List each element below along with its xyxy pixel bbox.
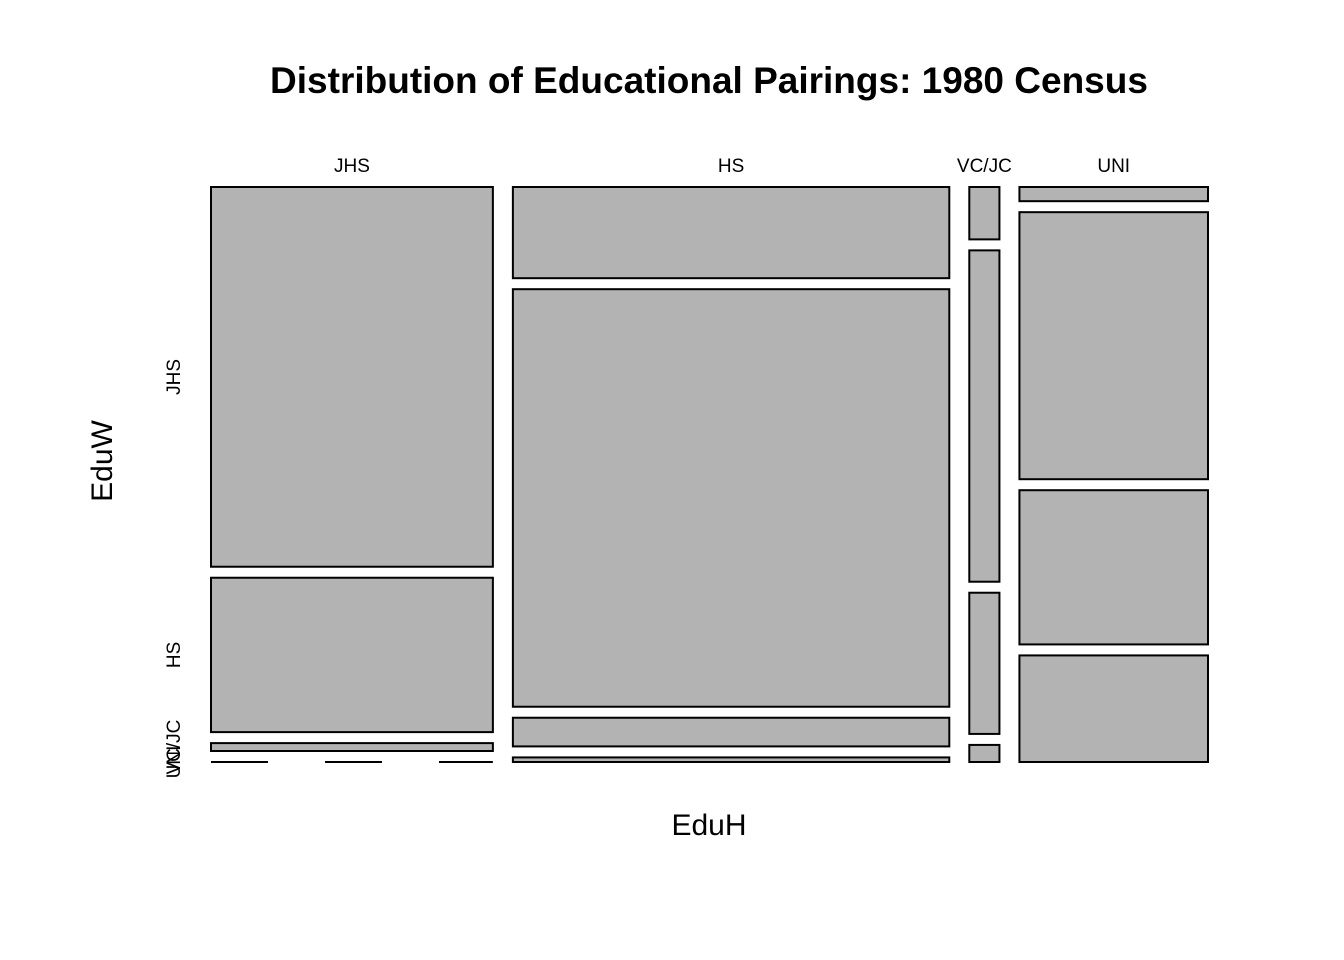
y-tick-jhs: JHS bbox=[164, 359, 185, 395]
tile-jhs-hs bbox=[210, 576, 494, 734]
tile-jhs-jhs bbox=[210, 186, 494, 568]
tile-hs-jhs bbox=[511, 186, 951, 280]
tile-hs-uni bbox=[511, 756, 951, 763]
x-axis-title: EduH bbox=[671, 809, 746, 842]
tile-hs-hs bbox=[511, 288, 951, 708]
x-tick-vc-jc: VC/JC bbox=[957, 156, 1012, 177]
tile-vc-jc-hs bbox=[968, 249, 1001, 583]
tile-vc-jc-uni bbox=[968, 743, 1001, 763]
y-tick-hs: HS bbox=[164, 642, 185, 668]
x-tick-uni: UNI bbox=[1097, 156, 1130, 177]
x-tick-labels: JHS HS VC/JC UNI bbox=[334, 156, 1130, 177]
y-axis-title: EduW bbox=[86, 419, 119, 501]
tile-uni-jhs bbox=[1018, 186, 1209, 203]
tile-uni-vc-jc bbox=[1018, 489, 1209, 646]
y-tick-uni: UNI bbox=[164, 746, 185, 779]
x-tick-hs: HS bbox=[718, 156, 744, 177]
chart-title: Distribution of Educational Pairings: 19… bbox=[270, 60, 1148, 101]
x-tick-jhs: JHS bbox=[334, 156, 370, 177]
tile-uni-uni bbox=[1018, 654, 1209, 764]
tile-vc-jc-jhs bbox=[968, 186, 1001, 241]
y-tick-vc-jc: VC/JC bbox=[164, 720, 185, 775]
tile-hs-vc-jc bbox=[511, 716, 951, 748]
tile-jhs-vc-jc bbox=[210, 742, 494, 752]
tile-vc-jc-vc-jc bbox=[968, 591, 1001, 735]
mosaic-tiles bbox=[210, 186, 1209, 764]
tile-uni-hs bbox=[1018, 211, 1209, 481]
